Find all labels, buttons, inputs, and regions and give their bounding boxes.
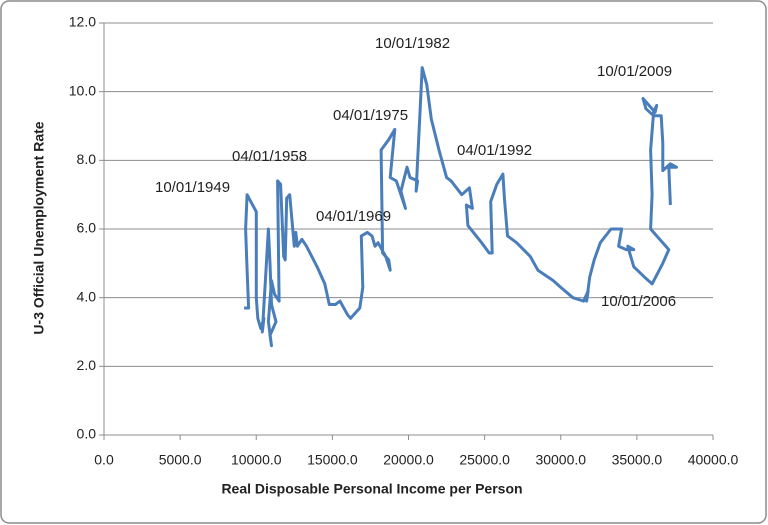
x-tick-label: 25000.0 xyxy=(459,452,510,468)
y-tick-label: 6.0 xyxy=(77,220,97,236)
x-tick-label: 35000.0 xyxy=(612,452,663,468)
y-axis-title: U-3 Official Unemployment Rate xyxy=(31,121,47,334)
y-tick-label: 2.0 xyxy=(77,357,97,373)
y-tick-label: 10.0 xyxy=(69,82,96,98)
annotation: 04/01/1975 xyxy=(333,107,408,124)
y-tick-label: 8.0 xyxy=(77,151,97,167)
data-line xyxy=(244,66,678,348)
x-tick-label: 10000.0 xyxy=(231,452,282,468)
x-tick-label: 15000.0 xyxy=(307,452,358,468)
y-tick-label: 12.0 xyxy=(69,14,96,30)
y-tick-label: 4.0 xyxy=(77,288,97,304)
annotation: 04/01/1992 xyxy=(457,142,532,159)
annotation: 04/01/1958 xyxy=(232,148,307,165)
annotation: 10/01/2009 xyxy=(597,63,672,80)
annotation: 10/01/2006 xyxy=(601,293,676,310)
x-tick-label: 0.0 xyxy=(94,452,114,468)
x-tick-label: 20000.0 xyxy=(383,452,434,468)
y-tick-label: 0.0 xyxy=(77,426,97,442)
x-axis-title: Real Disposable Personal Income per Pers… xyxy=(221,481,522,497)
x-tick-label: 40000.0 xyxy=(688,452,739,468)
x-tick-label: 30000.0 xyxy=(535,452,586,468)
annotation: 04/01/1969 xyxy=(316,208,391,225)
x-tick-label: 5000.0 xyxy=(159,452,202,468)
annotation: 10/01/1982 xyxy=(375,35,450,52)
annotation: 10/01/1949 xyxy=(155,179,230,196)
